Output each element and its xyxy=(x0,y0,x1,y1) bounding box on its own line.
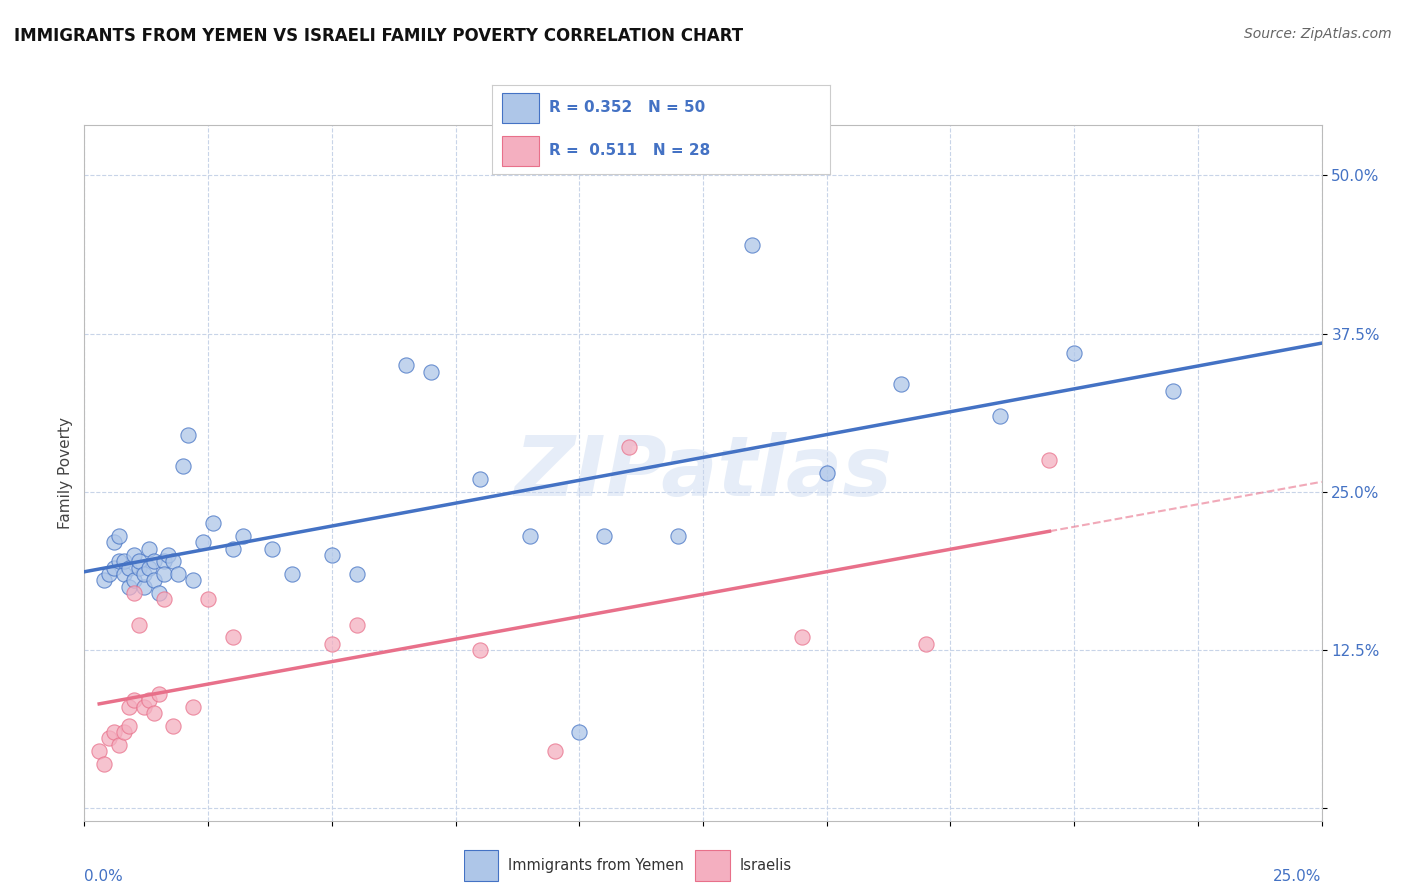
Point xyxy=(103,535,125,549)
Point xyxy=(142,706,165,720)
Point xyxy=(167,566,190,581)
Point xyxy=(197,592,219,607)
Point xyxy=(108,529,131,543)
Bar xyxy=(464,849,499,881)
Text: ZIPatlas: ZIPatlas xyxy=(515,433,891,513)
Point xyxy=(152,592,174,607)
Bar xyxy=(695,849,730,881)
Point xyxy=(138,560,160,574)
Text: R = 0.352   N = 50: R = 0.352 N = 50 xyxy=(550,101,706,115)
Text: Israelis: Israelis xyxy=(740,858,792,872)
Point xyxy=(138,693,160,707)
Point xyxy=(232,529,254,543)
Point xyxy=(98,731,121,746)
Point xyxy=(222,630,245,644)
Point xyxy=(103,725,125,739)
Y-axis label: Family Poverty: Family Poverty xyxy=(58,417,73,529)
Point xyxy=(132,566,155,581)
Point xyxy=(122,693,145,707)
Point xyxy=(346,617,368,632)
Point xyxy=(128,560,150,574)
Point xyxy=(93,756,115,771)
Point xyxy=(1038,453,1060,467)
Point xyxy=(152,554,174,568)
Point xyxy=(148,586,170,600)
Point xyxy=(162,719,184,733)
Point xyxy=(132,580,155,594)
Point xyxy=(593,529,616,543)
Point xyxy=(132,699,155,714)
Point xyxy=(519,529,541,543)
Point xyxy=(346,566,368,581)
Text: 0.0%: 0.0% xyxy=(84,870,124,884)
Point xyxy=(617,441,640,455)
Point xyxy=(815,466,838,480)
Point xyxy=(128,617,150,632)
Point xyxy=(142,554,165,568)
Point xyxy=(89,744,111,758)
Point xyxy=(172,459,194,474)
Point xyxy=(988,409,1011,423)
Point xyxy=(666,529,689,543)
Point xyxy=(118,719,141,733)
Text: 25.0%: 25.0% xyxy=(1274,870,1322,884)
Point xyxy=(543,744,565,758)
Point xyxy=(419,365,441,379)
Text: R =  0.511   N = 28: R = 0.511 N = 28 xyxy=(550,144,710,158)
Point xyxy=(790,630,813,644)
Point xyxy=(181,699,204,714)
Point xyxy=(118,580,141,594)
Point xyxy=(93,574,115,588)
Point xyxy=(177,427,200,442)
Point xyxy=(470,643,492,657)
Point xyxy=(98,566,121,581)
Point xyxy=(914,636,936,650)
Point xyxy=(103,560,125,574)
Point xyxy=(122,574,145,588)
Point xyxy=(128,554,150,568)
Point xyxy=(395,358,418,372)
Text: Source: ZipAtlas.com: Source: ZipAtlas.com xyxy=(1244,27,1392,41)
Point xyxy=(122,548,145,562)
Point xyxy=(112,554,135,568)
Point xyxy=(138,541,160,556)
Point xyxy=(162,554,184,568)
Point xyxy=(148,687,170,701)
Point xyxy=(890,377,912,392)
Bar xyxy=(502,93,540,123)
Point xyxy=(157,548,180,562)
Point xyxy=(321,636,343,650)
Point xyxy=(181,574,204,588)
Text: IMMIGRANTS FROM YEMEN VS ISRAELI FAMILY POVERTY CORRELATION CHART: IMMIGRANTS FROM YEMEN VS ISRAELI FAMILY … xyxy=(14,27,744,45)
Point xyxy=(108,738,131,752)
Point xyxy=(112,725,135,739)
Point xyxy=(191,535,214,549)
Bar xyxy=(502,136,540,166)
Point xyxy=(281,566,304,581)
Point xyxy=(108,554,131,568)
Point xyxy=(122,586,145,600)
Point xyxy=(741,238,763,252)
Point xyxy=(568,725,591,739)
Text: Immigrants from Yemen: Immigrants from Yemen xyxy=(509,858,685,872)
Point xyxy=(118,560,141,574)
Point xyxy=(262,541,284,556)
Point xyxy=(321,548,343,562)
Point xyxy=(142,574,165,588)
Point xyxy=(470,472,492,486)
Point xyxy=(112,566,135,581)
Point xyxy=(152,566,174,581)
Point xyxy=(1161,384,1184,398)
Point xyxy=(222,541,245,556)
Point xyxy=(1063,345,1085,359)
Point xyxy=(202,516,225,531)
Point xyxy=(118,699,141,714)
